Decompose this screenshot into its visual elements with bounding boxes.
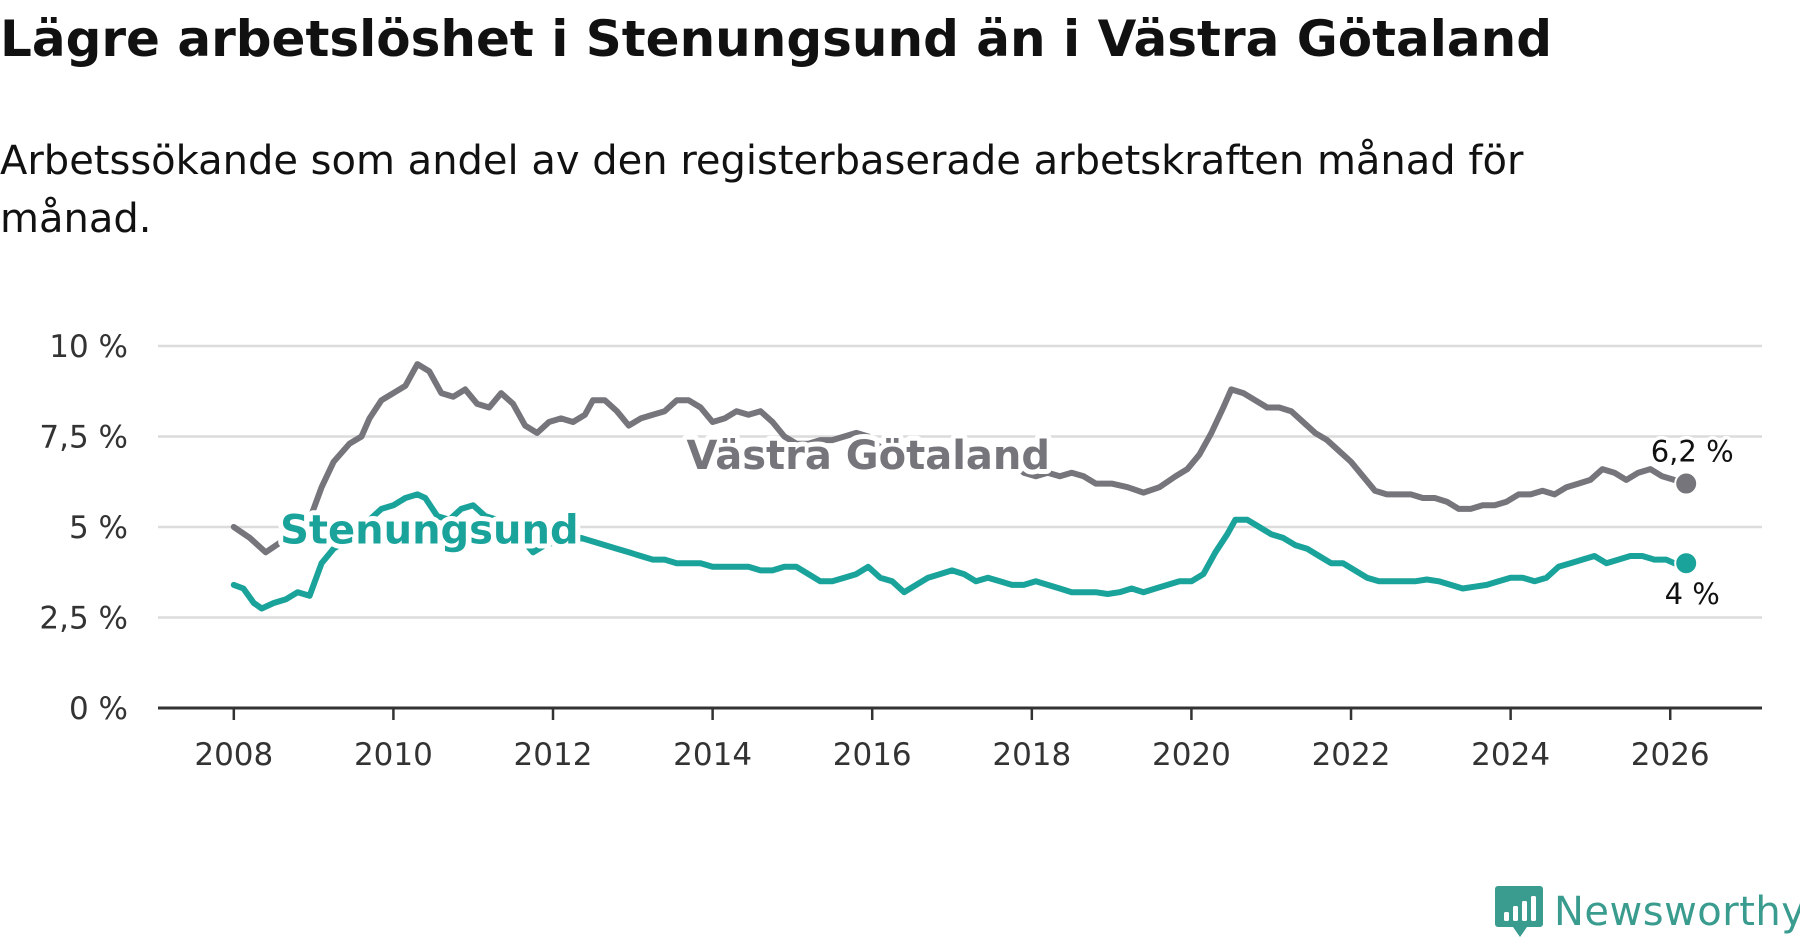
y-tick-label: 2,5 % xyxy=(39,601,128,637)
x-tick-label: 2016 xyxy=(833,737,912,773)
series-label-stenungsund: Stenungsund xyxy=(280,507,579,553)
labels: Västra Götaland 6,2 % Stenungsund 4 % xyxy=(275,428,1737,615)
series-line-vastra-gotaland xyxy=(230,361,1690,556)
x-tick-label: 2022 xyxy=(1312,737,1391,773)
x-tick-label: 2008 xyxy=(194,737,273,773)
y-tick-label: 5 % xyxy=(69,510,128,546)
y-tick-label: 10 % xyxy=(49,329,128,365)
x-tick-label: 2020 xyxy=(1152,737,1231,773)
x-tick-label: 2012 xyxy=(514,737,593,773)
series-lines xyxy=(230,361,1690,612)
axes: 0 % 2,5 % 5 % 7,5 % 10 % 2008 2010 2012 2014 2016… xyxy=(39,329,1762,773)
series-label-vastra-gotaland: Västra Götaland xyxy=(686,433,1050,479)
end-point-stenungsund xyxy=(1674,551,1699,576)
chart-subtitle: Arbetssökande som andel av den registerb… xyxy=(0,138,1524,242)
y-tick-label: 7,5 % xyxy=(39,420,128,456)
end-value-label-stenungsund: 4 % xyxy=(1665,577,1720,611)
brand-name: Newsworthy xyxy=(1554,889,1800,935)
end-value-label-vastra-gotaland: 6,2 % xyxy=(1651,435,1734,469)
y-tick-label: 0 % xyxy=(69,691,128,727)
x-tick-label: 2026 xyxy=(1631,737,1710,773)
newsworthy-logo-icon xyxy=(1495,886,1543,937)
newsworthy-logo: Newsworthy xyxy=(1494,884,1800,940)
x-tick-label: 2010 xyxy=(354,737,433,773)
chart-title: Lägre arbetslöshet i Stenungsund än i Vä… xyxy=(0,10,1553,68)
x-tick-label: 2024 xyxy=(1471,737,1550,773)
end-point-vastra-gotaland xyxy=(1674,471,1699,496)
x-tick-label: 2014 xyxy=(673,737,752,773)
gridlines xyxy=(158,344,1762,619)
x-tick-label: 2018 xyxy=(992,737,1071,773)
series-line-stenungsund xyxy=(230,491,1690,612)
